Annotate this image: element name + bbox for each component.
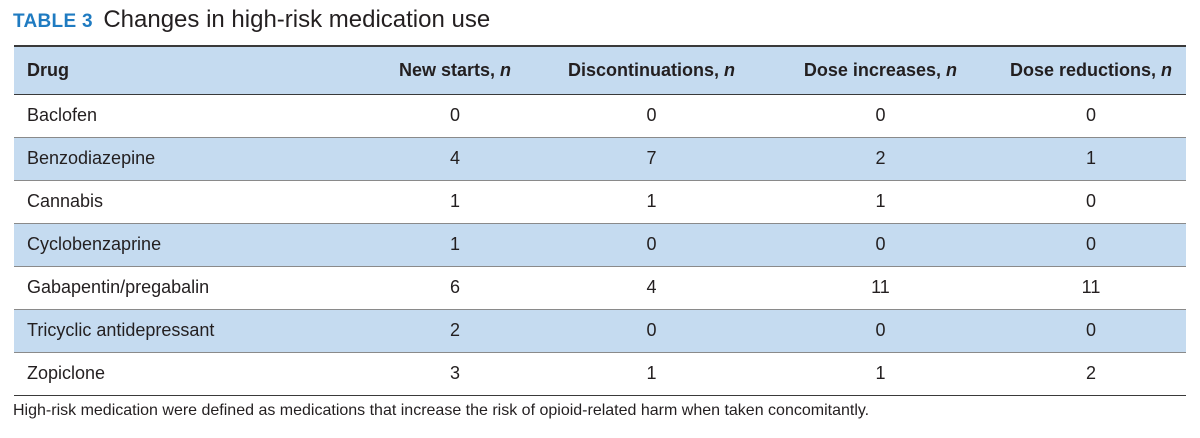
- header-row: Drug New starts, n Discontinuations, n Dose…: [14, 45, 1186, 95]
- count-cell: 0: [749, 309, 971, 353]
- count-cell: 4: [294, 137, 525, 181]
- table-row: Benzodiazepine 4 7 2 1: [14, 137, 1186, 181]
- column-header-text: Dose increases,: [803, 59, 946, 80]
- count-cell: 7: [525, 137, 749, 181]
- drug-name-cell: Gabapentin/pregabalin: [14, 266, 294, 310]
- table-row: Cyclobenzaprine 1 0 0 0: [14, 223, 1186, 267]
- table-caption: TABLE 3 Changes in high-risk medication …: [13, 6, 490, 42]
- table-row: Gabapentin/pregabalin 6 4 11 11: [14, 266, 1186, 310]
- column-header-text: Discontinuations,: [567, 59, 724, 80]
- count-cell: 0: [525, 94, 749, 138]
- count-cell: 0: [971, 223, 1186, 267]
- drug-name-cell: Cyclobenzaprine: [14, 223, 294, 267]
- count-cell: 1: [749, 352, 971, 396]
- count-cell: 4: [525, 266, 749, 310]
- count-cell: 0: [749, 223, 971, 267]
- count-cell: 1: [749, 180, 971, 224]
- count-cell: 1: [294, 180, 525, 224]
- count-cell: 1: [525, 352, 749, 396]
- count-cell: 0: [749, 94, 971, 138]
- count-cell: 2: [749, 137, 971, 181]
- count-cell: 0: [971, 94, 1186, 138]
- table-footnote: High-risk medication were defined as med…: [13, 402, 870, 419]
- count-cell: 1: [525, 180, 749, 224]
- column-header: Dose reductions, n: [971, 45, 1186, 95]
- count-cell: 6: [294, 266, 525, 310]
- column-header-text: New starts,: [398, 59, 500, 80]
- drug-name-cell: Tricyclic antidepressant: [14, 309, 294, 353]
- table-row: Cannabis 1 1 1 0: [14, 180, 1186, 224]
- column-header-text: Drug: [27, 59, 69, 80]
- drug-name-cell: Benzodiazepine: [14, 137, 294, 181]
- count-cell: 0: [971, 180, 1186, 224]
- column-header: Dose increases, n: [749, 45, 971, 95]
- column-header: Discontinuations, n: [525, 45, 749, 95]
- count-cell: 2: [294, 309, 525, 353]
- column-header-unit: n: [500, 59, 511, 80]
- table-title: Changes in high-risk medication use: [103, 6, 491, 33]
- count-cell: 0: [525, 309, 749, 353]
- table-header: Drug New starts, n Discontinuations, n Dose…: [14, 45, 1186, 95]
- column-header-unit: n: [946, 59, 957, 80]
- count-cell: 2: [971, 352, 1186, 396]
- count-cell: 1: [971, 137, 1186, 181]
- count-cell: 11: [749, 266, 971, 310]
- column-header: New starts, n: [294, 45, 525, 95]
- count-cell: 3: [294, 352, 525, 396]
- drug-name-cell: Zopiclone: [14, 352, 294, 396]
- table-row: Tricyclic antidepressant 2 0 0 0: [14, 309, 1186, 353]
- table-number-label: TABLE 3: [13, 11, 93, 32]
- medication-changes-table: Drug New starts, n Discontinuations, n Dose…: [14, 45, 1186, 396]
- table-body: Baclofen 0 0 0 0 Benzodiazepine 4 7 2 1 Cannabis 1 1…: [14, 94, 1186, 396]
- column-header-text: Dose reductions,: [1009, 59, 1161, 80]
- column-header-unit: n: [1161, 59, 1172, 80]
- count-cell: 11: [971, 266, 1186, 310]
- count-cell: 0: [525, 223, 749, 267]
- drug-name-cell: Cannabis: [14, 180, 294, 224]
- count-cell: 1: [294, 223, 525, 267]
- count-cell: 0: [971, 309, 1186, 353]
- column-header-unit: n: [724, 59, 735, 80]
- drug-name-cell: Baclofen: [14, 94, 294, 138]
- table-row: Baclofen 0 0 0 0: [14, 94, 1186, 138]
- table-row: Zopiclone 3 1 1 2: [14, 352, 1186, 396]
- count-cell: 0: [294, 94, 525, 138]
- column-header: Drug: [14, 45, 294, 95]
